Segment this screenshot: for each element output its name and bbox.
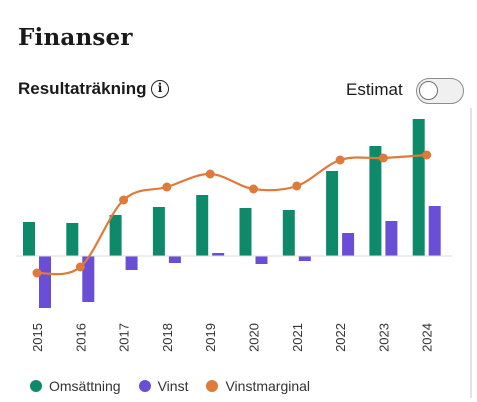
revenue-bar-2017[interactable]: [109, 215, 122, 256]
x-tick-2021: 2021: [290, 323, 305, 352]
profit-bar-2017[interactable]: [125, 256, 138, 270]
margin-point-2020[interactable]: [249, 184, 258, 194]
margin-point-2016[interactable]: [75, 262, 85, 272]
legend-label-profit: Vinst: [157, 378, 189, 394]
x-tick-2019: 2019: [203, 323, 218, 352]
revenue-bar-2019[interactable]: [196, 195, 209, 256]
legend: Omsättning Vinst Vinstmarginal: [30, 378, 310, 394]
margin-point-2018[interactable]: [162, 182, 172, 192]
revenue-bars: [23, 119, 425, 256]
x-tick-labels: 2015 2016 2017 2018 2019 2020 2021 2022 2023 2024: [30, 323, 435, 352]
x-tick-2024: 2024: [420, 323, 435, 352]
estimate-label: Estimat: [346, 80, 403, 99]
margin-point-2024[interactable]: [422, 150, 432, 160]
legend-label-revenue: Omsättning: [49, 378, 121, 394]
legend-item-revenue[interactable]: Omsättning: [30, 378, 121, 394]
revenue-bar-2015[interactable]: [23, 222, 35, 256]
revenue-bar-2023[interactable]: [369, 146, 382, 256]
profit-bar-2018[interactable]: [168, 256, 181, 263]
margin-point-2022[interactable]: [335, 155, 345, 165]
margin-point-2021[interactable]: [292, 181, 302, 191]
profit-bars: [39, 206, 441, 308]
revenue-bar-2018[interactable]: [152, 207, 165, 256]
toggle-knob: [419, 81, 438, 100]
legend-item-profit[interactable]: Vinst: [138, 378, 189, 394]
x-tick-2017: 2017: [117, 323, 132, 352]
profit-bar-2020[interactable]: [255, 256, 268, 264]
profit-bar-2019[interactable]: [212, 253, 225, 256]
profit-bar-2022[interactable]: [342, 233, 355, 256]
margin-point-2023[interactable]: [378, 153, 388, 163]
revenue-bar-2022[interactable]: [326, 171, 339, 256]
revenue-bar-2016[interactable]: [66, 223, 79, 256]
x-tick-2018: 2018: [160, 323, 175, 352]
legend-item-margin[interactable]: Vinstmarginal: [206, 378, 310, 394]
legend-swatch-profit: [138, 380, 151, 392]
margin-point-2015[interactable]: [32, 268, 42, 278]
section-title: Resultaträkning: [18, 79, 147, 98]
profit-bar-2023[interactable]: [385, 221, 398, 256]
profit-bar-2015[interactable]: [39, 256, 51, 308]
info-icon[interactable]: i: [151, 80, 169, 98]
profit-bar-2021[interactable]: [298, 256, 311, 261]
revenue-bar-2020[interactable]: [239, 208, 252, 256]
margin-points: [32, 150, 432, 278]
page-title: Finanser: [18, 24, 133, 51]
x-tick-2022: 2022: [333, 323, 348, 352]
scrollbar[interactable]: [470, 108, 472, 398]
legend-swatch-margin: [206, 380, 219, 392]
margin-point-2019[interactable]: [205, 169, 215, 179]
legend-label-margin: Vinstmarginal: [225, 378, 311, 394]
estimate-toggle[interactable]: [416, 78, 464, 104]
x-tick-2015: 2015: [30, 323, 45, 352]
x-tick-2023: 2023: [376, 323, 391, 352]
margin-point-2017[interactable]: [119, 195, 129, 205]
legend-swatch-revenue: [30, 380, 42, 392]
revenue-bar-2024[interactable]: [412, 119, 425, 256]
x-tick-2020: 2020: [247, 323, 262, 352]
margin-line: [36, 153, 427, 276]
profit-bar-2024[interactable]: [428, 206, 441, 256]
profit-bar-2016[interactable]: [82, 256, 95, 302]
x-tick-2016: 2016: [73, 323, 88, 352]
revenue-bar-2021[interactable]: [282, 210, 295, 256]
